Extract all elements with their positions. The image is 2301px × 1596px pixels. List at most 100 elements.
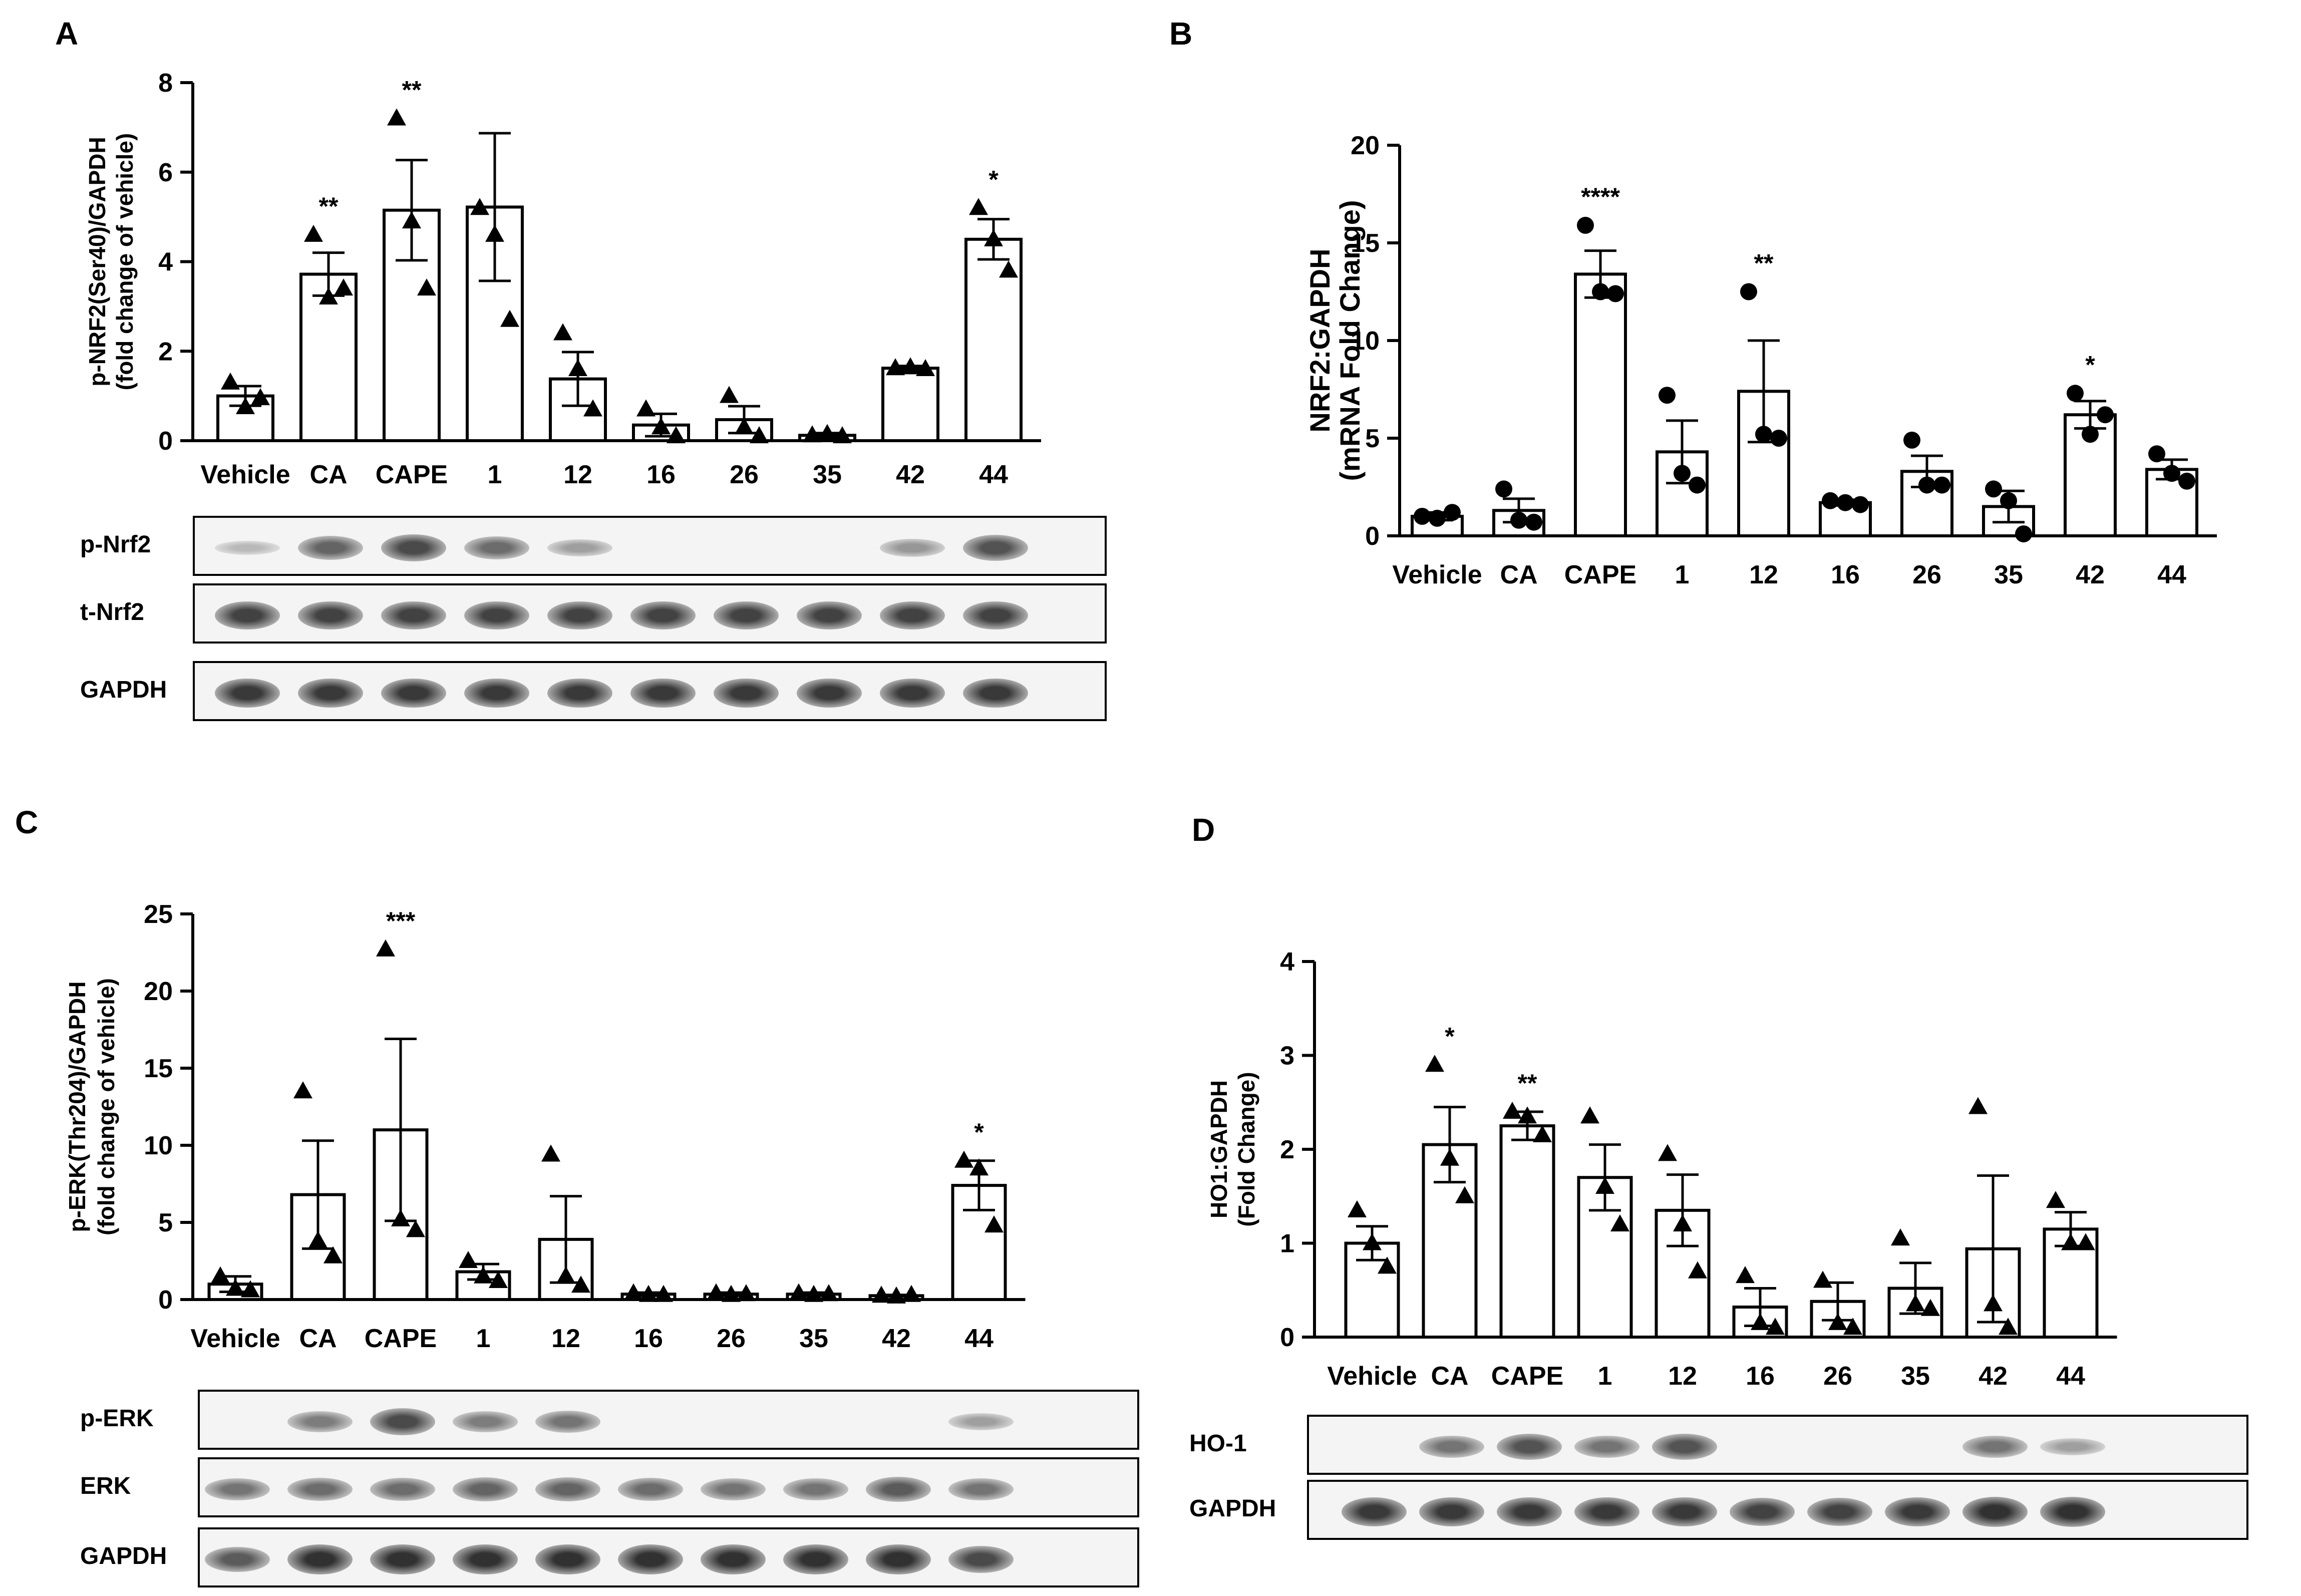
x-tick-label: 1: [476, 1324, 491, 1353]
blot-band: [2040, 1497, 2105, 1527]
data-point: [789, 1283, 808, 1301]
data-point: [999, 260, 1018, 278]
blot-band: [370, 1478, 435, 1501]
blot-band: [464, 601, 529, 629]
blot-label: ERK: [80, 1473, 131, 1499]
data-point: [887, 1286, 906, 1304]
panel-letter-b: B: [1169, 16, 1193, 52]
data-point: [406, 1220, 425, 1237]
blot-band: [880, 679, 945, 708]
blot-band: [963, 679, 1028, 708]
blot-band: [453, 1544, 518, 1574]
x-tick-label: 1: [1675, 560, 1690, 589]
x-tick-label: 12: [1749, 560, 1778, 589]
x-tick-label: 12: [1668, 1362, 1697, 1391]
blot-band: [714, 601, 779, 629]
data-point: [1689, 476, 1706, 494]
blot-band: [948, 1546, 1014, 1573]
y-axis-title: (mRNA Fold Change): [1334, 200, 1366, 481]
data-point: [1673, 1214, 1692, 1231]
y-tick-label: 8: [158, 69, 173, 98]
blot-band: [535, 1477, 600, 1501]
data-point: [2015, 525, 2032, 543]
data-point: [241, 1280, 260, 1298]
x-tick-label: 16: [646, 460, 676, 489]
data-point: [954, 1150, 973, 1168]
data-point: [1495, 480, 1512, 498]
data-point: [541, 1144, 560, 1162]
data-point: [624, 1283, 643, 1301]
y-tick-label: 20: [144, 977, 173, 1006]
data-point: [1822, 492, 1839, 509]
chart-c: 0 5 10 15 20 25 p-ERK(Thr204)/GAPDH (fold chang…: [64, 900, 1026, 1353]
y-tick-label: 10: [144, 1131, 173, 1160]
blot-band: [1962, 1436, 2028, 1458]
blot-band: [1574, 1497, 1639, 1526]
blot-gapdh: [198, 1527, 1139, 1587]
x-tick-label: 26: [717, 1324, 746, 1353]
significance-label: **: [402, 76, 422, 104]
data-point: [568, 359, 587, 376]
data-point: [1518, 1106, 1537, 1124]
x-tick-label: 16: [1831, 560, 1860, 589]
data-point: [2163, 465, 2180, 482]
x-tick-label: CA: [299, 1324, 337, 1353]
data-point: [293, 1081, 312, 1099]
data-point: [667, 426, 686, 444]
blot-band: [298, 536, 363, 560]
blot-band: [287, 1411, 353, 1432]
y-tick-label: 5: [158, 1208, 173, 1237]
data-point: [1674, 465, 1691, 482]
data-point: [1455, 1186, 1474, 1203]
data-point: [1852, 496, 1869, 513]
data-point: [387, 108, 406, 126]
x-tick-label: 42: [896, 460, 925, 489]
x-tick-label: CAPE: [1491, 1362, 1563, 1391]
blot-label: GAPDH: [80, 1543, 167, 1569]
y-axis-title: (Fold Change): [1233, 1072, 1259, 1226]
data-point: [308, 1230, 327, 1248]
data-point: [735, 417, 754, 435]
blot-band: [535, 1411, 600, 1433]
data-point: [1828, 1313, 1847, 1330]
y-tick-label: 0: [1365, 522, 1380, 551]
y-tick-label: 2: [1280, 1135, 1294, 1164]
data-point: [1984, 1294, 2003, 1312]
blot-band: [547, 679, 612, 708]
data-point: [1770, 430, 1787, 447]
data-point: [722, 1285, 741, 1302]
data-point: [2178, 472, 2195, 490]
data-point: [1766, 1318, 1785, 1335]
significance-label: ***: [386, 907, 416, 935]
x-tick-label: 44: [979, 460, 1008, 489]
blot-band: [287, 1544, 353, 1574]
significance-label: *: [989, 165, 999, 193]
data-point: [2061, 1233, 2080, 1250]
data-point: [1918, 476, 1935, 494]
blot-label: GAPDH: [80, 677, 167, 703]
blot-band: [783, 1478, 848, 1500]
blot-band: [630, 601, 696, 629]
blot-band: [880, 601, 945, 629]
data-point: [1363, 1233, 1382, 1250]
blot-band: [381, 601, 446, 629]
data-point: [902, 1285, 921, 1302]
data-point: [1577, 216, 1594, 234]
blot-ho-1: [1307, 1415, 2248, 1475]
data-point: [1736, 1266, 1755, 1284]
data-point: [226, 1279, 245, 1296]
data-point: [654, 1285, 673, 1302]
blot-band: [547, 539, 612, 556]
x-tick-label: 42: [882, 1324, 911, 1353]
data-point: [417, 278, 436, 296]
data-point: [1444, 504, 1461, 521]
blot-band: [298, 601, 363, 629]
blot-band: [1342, 1497, 1407, 1526]
blot-band: [215, 541, 280, 555]
blot-band: [464, 536, 529, 559]
data-point: [984, 1215, 1004, 1233]
data-point: [304, 224, 323, 242]
data-point: [323, 1246, 343, 1263]
data-point: [2046, 1191, 2065, 1208]
